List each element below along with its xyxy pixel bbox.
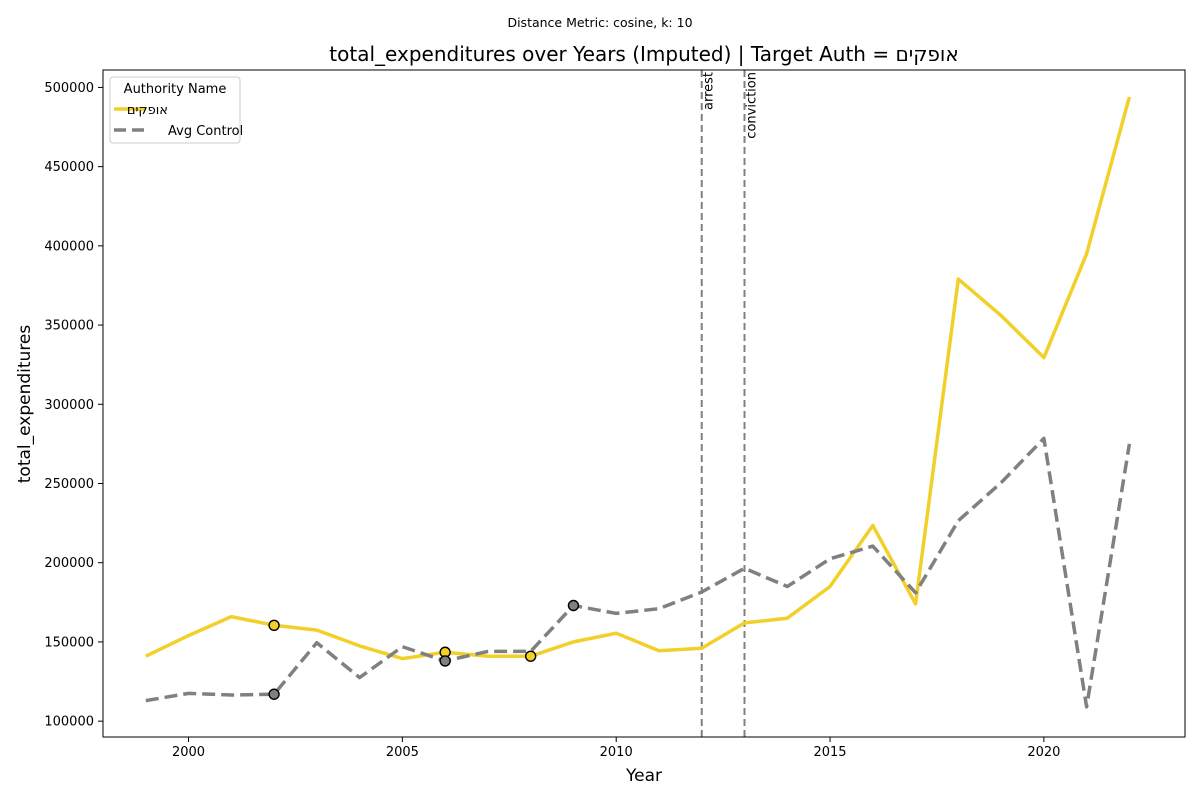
- legend: Authority Name אופקים Avg Control: [109, 76, 243, 144]
- y-tick-label: 350000: [44, 319, 94, 334]
- event-label-arrest: arrest: [702, 72, 717, 110]
- x-tick-label: 2005: [386, 745, 419, 760]
- y-tick-label: 150000: [44, 635, 94, 650]
- x-tick-label: 2000: [172, 745, 205, 760]
- imputed-marker-control: [439, 655, 451, 667]
- plot-area-frame: [102, 69, 1186, 738]
- y-axis-label: total_expenditures: [15, 325, 35, 484]
- y-tick-label: 400000: [44, 239, 94, 254]
- y-tick-label: 200000: [44, 556, 94, 571]
- series-line-avg-control: [145, 436, 1132, 709]
- y-tick-label: 500000: [44, 81, 94, 96]
- figure-suptitle: Distance Metric: cosine, k: 10: [507, 15, 692, 30]
- x-axis-label: Year: [625, 766, 662, 786]
- y-tick-label: 250000: [44, 477, 94, 492]
- legend-label-target: אופקים: [127, 103, 168, 118]
- chart-title: total_expenditures over Years (Imputed) …: [329, 42, 958, 66]
- y-tick-label: 100000: [44, 715, 94, 730]
- event-label-conviction: conviction: [745, 72, 760, 139]
- y-tick-label: 450000: [44, 160, 94, 175]
- x-tick-label: 2015: [813, 745, 846, 760]
- legend-label-control: Avg Control: [168, 124, 243, 139]
- event-lines: arrest conviction: [700, 70, 760, 737]
- imputed-markers: [268, 599, 580, 700]
- imputed-marker-target: [268, 619, 280, 632]
- x-tick-label: 2020: [1027, 745, 1060, 760]
- y-axis: 100000 150000 200000 250000 300000 350000 4000…: [44, 81, 103, 730]
- x-axis: 2000 2005 2010 2015 2020: [172, 737, 1060, 760]
- series-lines: [145, 96, 1132, 709]
- legend-box: [109, 76, 241, 144]
- imputed-marker-target: [524, 650, 537, 662]
- x-tick-label: 2010: [600, 745, 633, 760]
- imputed-marker-control: [268, 688, 280, 700]
- imputed-marker-control: [567, 599, 580, 612]
- series-line-target: [145, 96, 1132, 661]
- legend-title: Authority Name: [124, 82, 227, 97]
- y-tick-label: 300000: [44, 398, 94, 413]
